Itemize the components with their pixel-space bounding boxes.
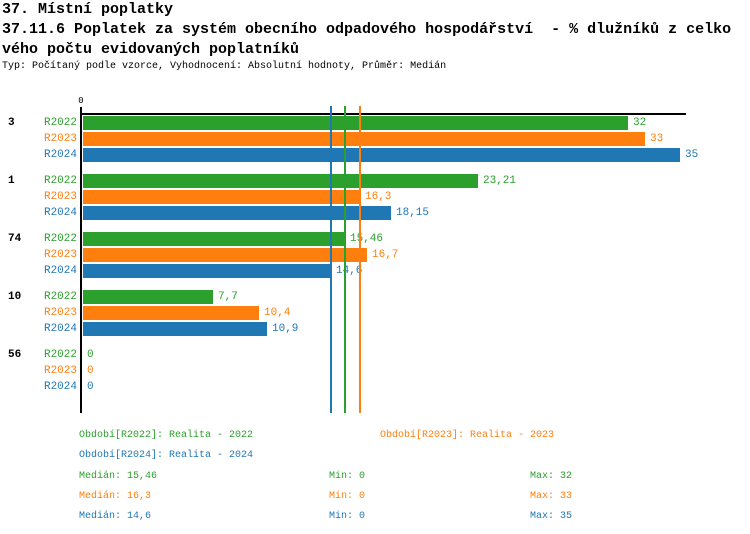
value-label-r2022-g0: 32 [633, 117, 647, 129]
legend-item-r2023: Období[R2023]: Realita - 2023 [380, 430, 555, 441]
bar-r2023-g0 [83, 132, 645, 146]
group-label-74: 74 [8, 233, 22, 245]
bar-r2024-g2 [83, 264, 331, 278]
stat-median-r2023: Medián: 16,3 [79, 491, 152, 502]
legend-item-r2024: Období[R2024]: Realita - 2024 [79, 450, 254, 461]
series-label-r2024-g1: R2024 [43, 207, 77, 219]
value-label-r2023-g0: 33 [650, 133, 664, 145]
group-label-10: 10 [8, 291, 22, 303]
series-label-r2023-g3: R2023 [43, 307, 77, 319]
series-label-r2022-g0: R2022 [43, 117, 77, 129]
bar-r2023-g2 [83, 248, 367, 262]
value-label-r2022-g1: 23,21 [483, 175, 517, 187]
chart-subtitle-line1: 37.11.6 Poplatek za systém obecního odpa… [2, 21, 732, 38]
stat-max-r2022: Max: 32 [530, 471, 573, 482]
value-label-r2024-g4: 0 [87, 381, 94, 393]
series-label-r2023-g2: R2023 [43, 249, 77, 261]
chart-meta: Typ: Počítaný podle vzorce, Vyhodnocení:… [2, 61, 447, 72]
stat-median-r2024: Medián: 14,6 [79, 511, 152, 522]
median-line-r2024 [330, 106, 332, 413]
page-title: 37. Místní poplatky [2, 1, 174, 18]
bar-r2024-g3 [83, 322, 267, 336]
stat-min-r2024: Min: 0 [329, 511, 366, 522]
series-label-r2022-g3: R2022 [43, 291, 77, 303]
series-label-r2023-g0: R2023 [43, 133, 77, 145]
series-label-r2022-g4: R2022 [43, 349, 77, 361]
value-label-r2023-g2: 16,7 [372, 249, 399, 261]
bar-r2023-g3 [83, 306, 259, 320]
value-label-r2024-g0: 35 [685, 149, 699, 161]
series-label-r2024-g3: R2024 [43, 323, 77, 335]
legend-item-r2022: Období[R2022]: Realita - 2022 [79, 430, 254, 441]
stat-max-r2023: Max: 33 [530, 491, 573, 502]
series-label-r2024-g4: R2024 [43, 381, 77, 393]
series-label-r2024-g0: R2024 [43, 149, 77, 161]
bar-r2022-g2 [83, 232, 345, 246]
group-label-56: 56 [8, 349, 22, 361]
value-label-r2023-g1: 16,3 [365, 191, 392, 203]
value-label-r2022-g4: 0 [87, 349, 94, 361]
series-label-r2023-g4: R2023 [43, 365, 77, 377]
bar-r2022-g3 [83, 290, 213, 304]
value-label-r2024-g3: 10,9 [272, 323, 299, 335]
x-axis-top-line [80, 113, 686, 115]
series-label-r2023-g1: R2023 [43, 191, 77, 203]
group-label-3: 3 [8, 117, 15, 129]
stat-min-r2023: Min: 0 [329, 491, 366, 502]
series-label-r2022-g2: R2022 [43, 233, 77, 245]
chart-subtitle-line2: vého počtu evidovaných poplatníků [2, 41, 300, 58]
bar-r2024-g0 [83, 148, 680, 162]
value-label-r2023-g4: 0 [87, 365, 94, 377]
series-label-r2024-g2: R2024 [43, 265, 77, 277]
bar-r2022-g0 [83, 116, 628, 130]
stat-min-r2022: Min: 0 [329, 471, 366, 482]
value-label-r2022-g3: 7,7 [218, 291, 238, 303]
stat-max-r2024: Max: 35 [530, 511, 573, 522]
bar-r2022-g1 [83, 174, 478, 188]
median-line-r2023 [359, 106, 361, 413]
median-line-r2022 [344, 106, 346, 413]
value-label-r2022-g2: 15,46 [350, 233, 384, 245]
stat-median-r2022: Medián: 15,46 [79, 471, 158, 482]
y-axis-line [80, 107, 82, 413]
value-label-r2023-g3: 10,4 [264, 307, 291, 319]
axis-tick-0: 0 [78, 96, 84, 106]
group-label-1: 1 [8, 175, 15, 187]
value-label-r2024-g1: 18,15 [396, 207, 430, 219]
value-label-r2024-g2: 14,6 [336, 265, 363, 277]
bar-r2024-g1 [83, 206, 391, 220]
bar-r2023-g1 [83, 190, 360, 204]
series-label-r2022-g1: R2022 [43, 175, 77, 187]
